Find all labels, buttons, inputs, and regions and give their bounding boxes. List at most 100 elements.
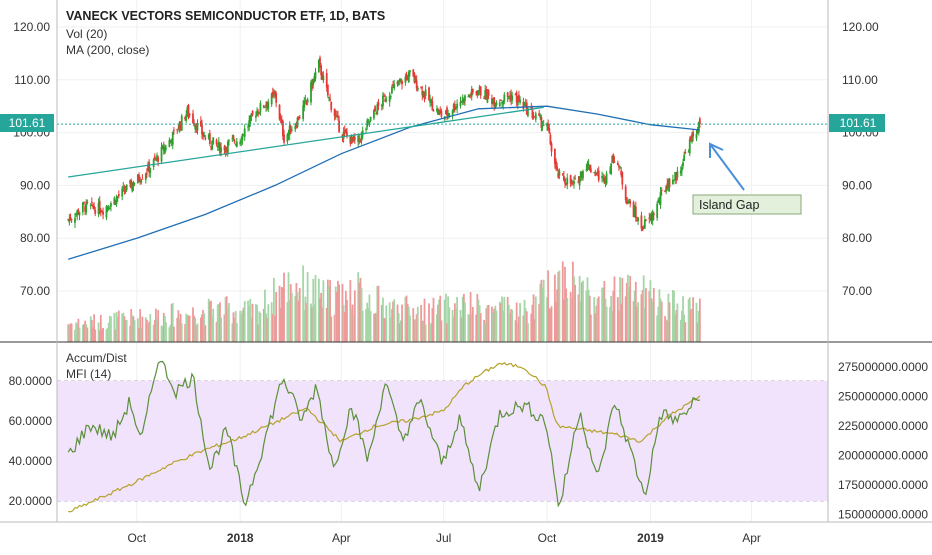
volume-bar bbox=[219, 302, 221, 342]
volume-bar bbox=[255, 304, 257, 342]
ma-indicator-label[interactable]: MA (200, close) bbox=[66, 43, 149, 57]
candle-body bbox=[507, 98, 510, 100]
candle-body bbox=[446, 107, 448, 116]
volume-bar bbox=[297, 300, 300, 342]
volume-bar bbox=[321, 307, 324, 342]
volume-bar bbox=[78, 327, 81, 342]
candle-body bbox=[258, 112, 261, 114]
volume-bar bbox=[239, 310, 242, 342]
candle-body bbox=[212, 137, 215, 144]
last-price-label-right: 101.61 bbox=[840, 116, 877, 130]
candle-body bbox=[451, 110, 454, 115]
mfi-label[interactable]: MFI (14) bbox=[66, 367, 111, 381]
volume-bar bbox=[629, 275, 632, 342]
candle-body bbox=[343, 130, 346, 132]
candle-body bbox=[228, 140, 230, 142]
volume-bar bbox=[99, 314, 102, 342]
volume-bar bbox=[90, 320, 93, 342]
accum-dist-label[interactable]: Accum/Dist bbox=[66, 351, 127, 365]
volume-bar bbox=[609, 307, 611, 342]
volume-bar bbox=[185, 313, 188, 342]
volume-bar bbox=[359, 277, 362, 342]
volume-bar bbox=[148, 321, 151, 342]
volume-bar bbox=[461, 296, 464, 342]
volume-bar bbox=[557, 271, 560, 342]
volume-bar bbox=[525, 311, 528, 342]
volume-bar bbox=[546, 297, 548, 342]
trend-line[interactable] bbox=[68, 106, 544, 178]
volume-bar bbox=[196, 323, 199, 342]
volume-bar bbox=[682, 296, 684, 342]
volume-bar bbox=[169, 324, 172, 342]
candle-body bbox=[557, 172, 560, 178]
accum-dist-line[interactable] bbox=[68, 361, 701, 513]
candle-body bbox=[296, 117, 299, 128]
candle-body bbox=[275, 93, 278, 103]
volume-bar bbox=[274, 315, 276, 342]
last-price-label-left-bg bbox=[0, 114, 54, 132]
candle-body bbox=[152, 159, 155, 167]
volume-bar bbox=[106, 327, 109, 342]
candle-body bbox=[283, 134, 285, 143]
volume-bar bbox=[312, 278, 315, 342]
island-gap-arrow[interactable] bbox=[709, 143, 745, 191]
candle-body bbox=[270, 93, 273, 105]
volume-bar bbox=[696, 322, 699, 342]
candle-body bbox=[239, 141, 242, 145]
volume-bar bbox=[611, 311, 614, 342]
volume-bar bbox=[369, 311, 372, 342]
volume-bar bbox=[144, 317, 147, 342]
volume-indicator-label[interactable]: Vol (20) bbox=[66, 27, 107, 41]
island-gap-callout-box[interactable] bbox=[692, 194, 802, 215]
volume-bar bbox=[165, 322, 167, 342]
volume-bar bbox=[172, 326, 175, 342]
volume-bar bbox=[157, 310, 160, 342]
volume-bar bbox=[282, 287, 284, 342]
candle-body bbox=[404, 76, 407, 83]
candle-body bbox=[645, 219, 647, 221]
candle-body bbox=[107, 208, 110, 211]
volume-bar bbox=[667, 293, 670, 342]
volume-bar bbox=[84, 320, 86, 342]
volume-bar bbox=[440, 320, 443, 342]
volume-bar bbox=[514, 320, 517, 342]
candle-body bbox=[84, 206, 86, 212]
candle-body bbox=[77, 209, 80, 215]
candle-body bbox=[503, 94, 506, 102]
volume-bar bbox=[283, 272, 285, 342]
candle-body bbox=[510, 94, 512, 101]
volume-bar bbox=[539, 283, 542, 342]
candle-body bbox=[439, 109, 442, 112]
candle-body bbox=[609, 171, 611, 173]
volume-bar bbox=[328, 285, 330, 342]
candle-body bbox=[204, 137, 207, 140]
volume-bar bbox=[692, 297, 695, 342]
candle-body bbox=[432, 110, 435, 112]
candle-body bbox=[491, 98, 493, 104]
candle-body bbox=[168, 139, 171, 147]
volume-bar bbox=[392, 301, 394, 342]
volume-bar bbox=[86, 327, 89, 342]
candle-body bbox=[431, 101, 434, 111]
volume-bar bbox=[147, 323, 149, 342]
candle-body bbox=[280, 119, 283, 124]
candle-body bbox=[92, 205, 94, 208]
volume-bar bbox=[141, 316, 144, 342]
candle-body bbox=[616, 162, 619, 166]
candle-body bbox=[201, 123, 203, 135]
candle-body bbox=[148, 162, 151, 172]
volume-bar bbox=[573, 276, 575, 342]
volume-bar bbox=[555, 301, 557, 342]
candle-body bbox=[196, 123, 199, 131]
candle-body bbox=[509, 95, 511, 98]
volume-bar bbox=[224, 297, 227, 342]
candle-body bbox=[479, 86, 482, 96]
candle-body bbox=[522, 101, 525, 109]
volume-bar bbox=[146, 319, 148, 342]
candle-body bbox=[664, 191, 666, 193]
candle-body bbox=[566, 177, 569, 185]
candle-body bbox=[468, 95, 471, 97]
candle-body bbox=[632, 202, 635, 218]
mfi-line[interactable] bbox=[67, 360, 700, 508]
candle-body bbox=[532, 116, 535, 118]
